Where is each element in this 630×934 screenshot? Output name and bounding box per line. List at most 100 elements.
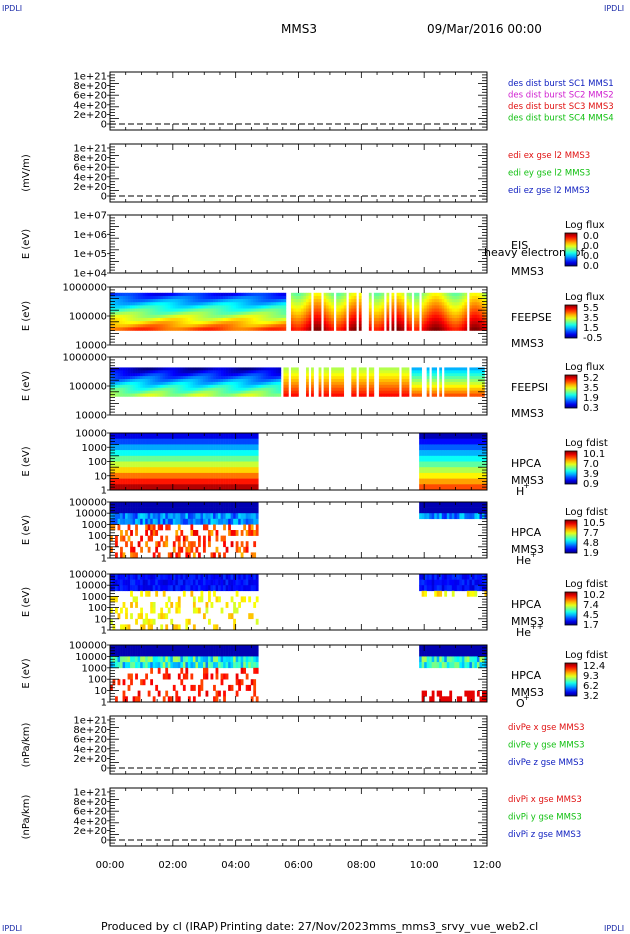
spectrogram-cell [416,381,420,386]
spectrogram-cell [260,370,264,374]
spectrogram-cell [338,314,342,319]
spectrogram-cell [127,513,131,520]
spectrogram-cell [110,295,113,300]
spectrogram-cell [187,321,191,325]
spectrogram-cell [429,295,432,300]
spectrogram-cell [441,295,445,300]
spectrogram-cell [228,478,231,485]
spectrogram-cell [283,305,287,309]
spectrogram-cell [185,513,189,520]
spectrogram-cell [177,314,181,319]
spectrogram-cell [152,324,156,328]
spectrogram-cell [142,367,146,371]
spectrogram-cell [326,302,329,306]
spectrogram-cell [461,311,465,316]
spectrogram-cell [208,535,211,542]
spectrogram-cell [125,502,128,508]
spectrogram-cell [197,472,201,479]
spectrogram-cell [436,295,440,300]
spectrogram-cell [130,311,133,316]
spectrogram-cell [202,376,206,380]
spectrogram-cell [248,478,252,485]
spectrogram-cell [122,379,126,383]
spectrogram-cell [205,305,209,309]
spectrogram-cell [306,308,309,312]
spectrogram-cell [185,370,189,374]
spectrogram-cell [157,302,161,306]
spectrogram-cell [253,484,257,491]
spectrogram-cell [238,444,241,451]
colorbar [564,304,578,339]
spectrogram-cell [238,455,241,462]
spectrogram-cell [235,311,239,316]
spectrogram-cell [220,502,224,508]
spectrogram-cell [368,367,372,371]
spectrogram-cell [218,438,221,445]
spectrogram-cell [157,387,161,391]
spectrogram-cell [290,370,294,374]
spectrogram-cell [399,317,402,322]
spectrogram-cell [461,502,465,508]
spectrogram-cell [419,379,422,383]
spectrogram-cell [115,376,118,380]
spectrogram-cell [316,292,319,297]
spectrogram-cell [469,472,473,479]
spectrogram-cell [298,327,302,331]
spectrogram-cell [451,393,455,397]
spectrogram-cell [240,393,244,397]
spectrogram-cell [180,311,184,316]
spectrogram-cell [308,295,312,300]
spectrogram-cell [471,472,475,479]
spectrogram-cell [218,376,221,380]
spectrogram-cell [441,444,445,451]
spectrogram-cell [208,390,211,394]
spectrogram-cell [451,292,455,297]
spectrogram-cell [444,393,448,397]
spectrogram-cell [208,384,211,389]
spectrogram-cell [358,308,362,312]
spectrogram-cell [238,292,241,297]
spectrogram-cell [295,324,299,328]
spectrogram-cell [318,299,322,303]
spectrogram-cell [446,461,450,468]
spectrogram-cell [125,292,128,297]
spectrogram-cell [223,502,226,508]
spectrogram-cell [125,367,128,371]
spectrogram-cell [150,376,154,380]
spectrogram-cell [424,305,427,309]
spectrogram-cell [258,327,262,331]
spectrogram-cell [175,376,179,380]
spectrogram-cell [353,390,357,394]
spectrogram-cell [268,292,272,297]
spectrogram-cell [378,327,382,331]
spectrogram-cell [160,438,164,445]
spectrogram-cell [130,324,133,328]
spectrogram-cell [290,317,294,322]
spectrogram-cell [243,455,247,462]
spectrogram-cell [426,444,430,451]
spectrogram-cell [268,299,272,303]
spectrogram-cell [469,302,473,306]
y-tick-label: 1e+04 [73,269,107,280]
spectrogram-cell [215,299,219,303]
spectrogram-cell [140,518,143,525]
spectrogram-cell [147,317,151,322]
spectrogram-cell [456,317,460,322]
spectrogram-cell [326,370,329,374]
spectrogram-cell [230,295,234,300]
spectrogram-cell [404,367,407,371]
spectrogram-cell [293,327,297,331]
spectrogram-cell [253,461,257,468]
spectrogram-cell [471,390,475,394]
spectrogram-cell [210,373,214,377]
spectrogram-cell [228,524,231,531]
spectrogram-cell [192,438,196,445]
spectrogram-cell [187,311,191,316]
spectrogram-cell [202,379,206,383]
spectrogram-cell [245,305,249,309]
spectrogram-cell [240,308,244,312]
spectrogram-cell [255,393,259,397]
spectrogram-cell [152,530,156,536]
spectrogram-cell [145,292,148,297]
spectrogram-cell [220,379,224,383]
